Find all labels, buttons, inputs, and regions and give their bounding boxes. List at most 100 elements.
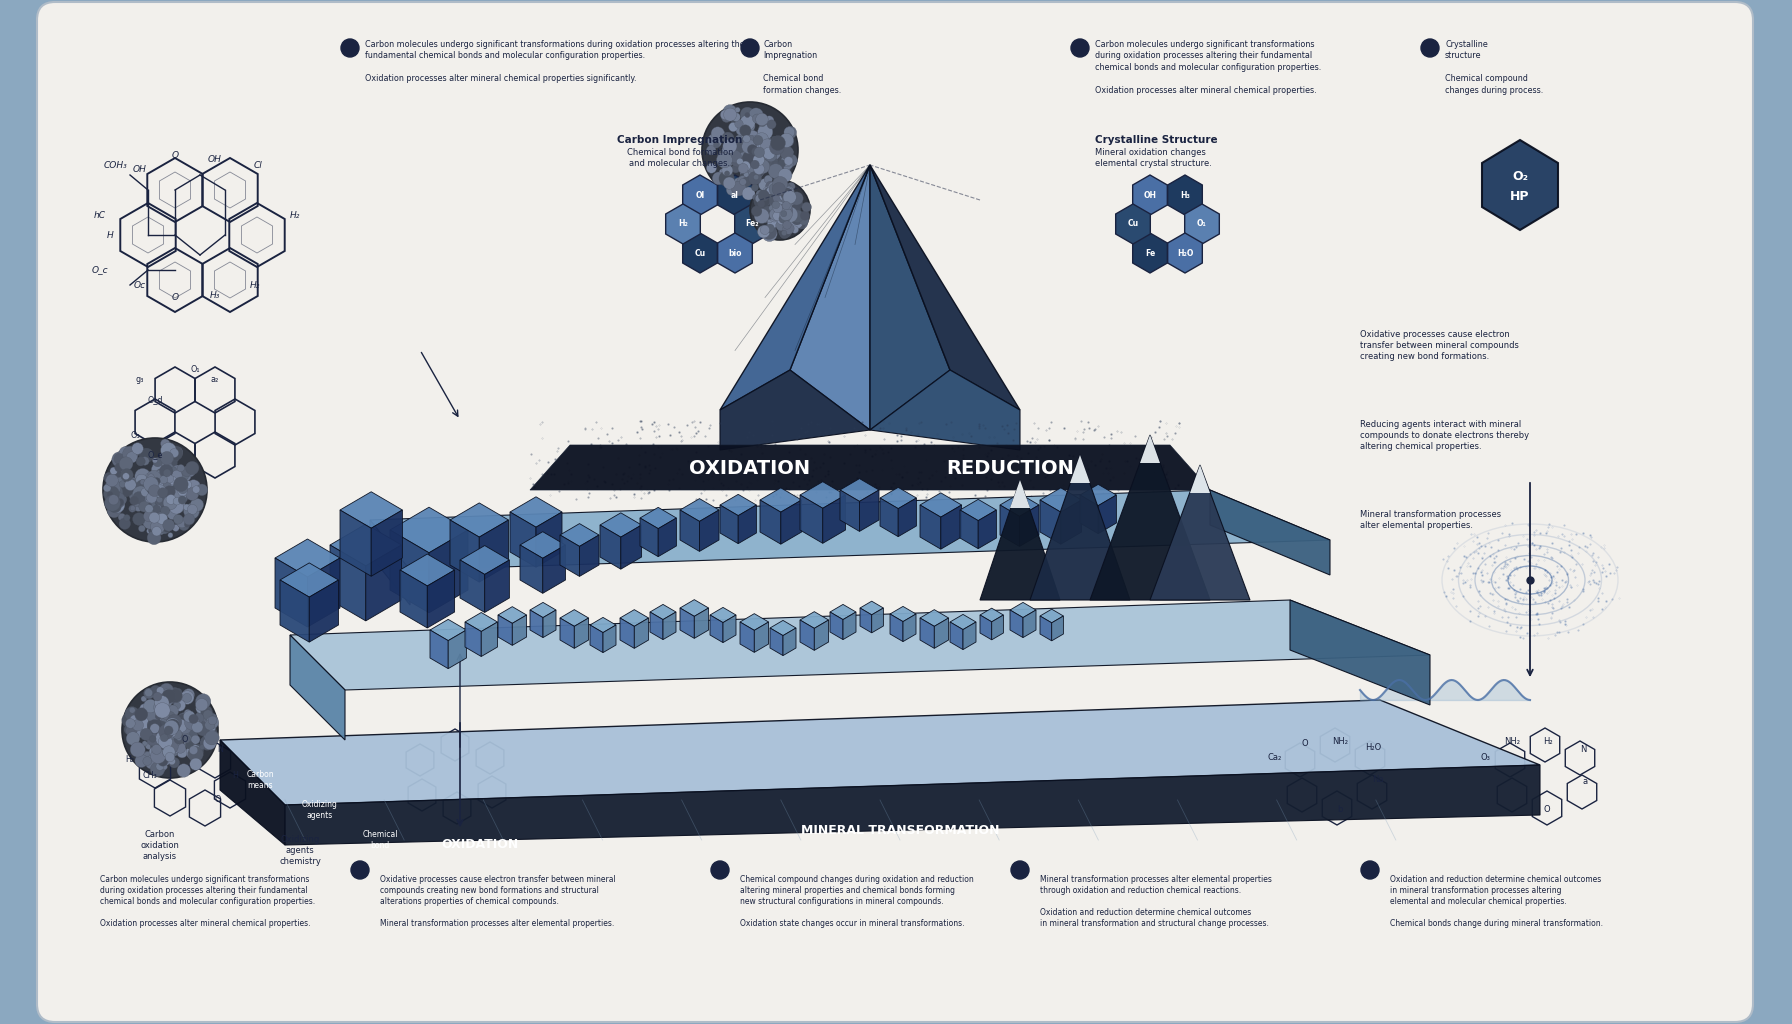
Circle shape [122, 682, 219, 778]
Circle shape [769, 140, 785, 155]
Polygon shape [842, 612, 857, 640]
Polygon shape [941, 505, 962, 549]
Circle shape [158, 725, 172, 739]
Circle shape [195, 722, 210, 736]
Circle shape [152, 728, 161, 736]
Circle shape [738, 152, 749, 163]
Circle shape [147, 530, 161, 545]
Circle shape [778, 224, 792, 238]
Circle shape [745, 145, 753, 153]
Circle shape [702, 102, 797, 198]
Circle shape [163, 722, 172, 729]
Polygon shape [934, 618, 948, 648]
Circle shape [719, 169, 728, 176]
Polygon shape [1190, 465, 1210, 493]
Circle shape [174, 514, 183, 524]
Circle shape [151, 749, 167, 764]
Circle shape [767, 217, 772, 223]
Circle shape [145, 486, 158, 500]
Circle shape [115, 494, 127, 505]
Circle shape [154, 481, 161, 489]
Circle shape [134, 468, 151, 484]
Circle shape [172, 465, 183, 476]
Circle shape [776, 201, 785, 208]
Polygon shape [823, 495, 846, 544]
Circle shape [735, 178, 742, 185]
Circle shape [781, 159, 794, 169]
Circle shape [185, 710, 192, 717]
Circle shape [174, 745, 179, 751]
Circle shape [758, 178, 771, 190]
Circle shape [747, 134, 762, 150]
Circle shape [202, 710, 213, 720]
Polygon shape [484, 560, 509, 612]
Circle shape [136, 474, 147, 485]
Circle shape [167, 476, 176, 486]
Text: Reducing agents interact with mineral
compounds to donate electrons thereby
alte: Reducing agents interact with mineral co… [1360, 420, 1529, 452]
Circle shape [738, 120, 745, 127]
Circle shape [206, 713, 217, 724]
Circle shape [1072, 39, 1090, 57]
Circle shape [186, 744, 202, 760]
Circle shape [149, 481, 163, 497]
Circle shape [190, 499, 204, 512]
Circle shape [172, 524, 179, 531]
Circle shape [726, 138, 740, 155]
Circle shape [780, 228, 790, 239]
Circle shape [172, 460, 177, 466]
Circle shape [747, 147, 756, 157]
Circle shape [760, 225, 769, 234]
Polygon shape [650, 604, 676, 620]
Circle shape [190, 758, 202, 770]
Text: Cu: Cu [695, 249, 706, 257]
Circle shape [756, 159, 771, 174]
Polygon shape [620, 618, 634, 648]
Circle shape [142, 696, 147, 701]
Circle shape [159, 722, 176, 737]
Circle shape [145, 480, 156, 493]
Polygon shape [369, 490, 1330, 570]
Circle shape [147, 482, 156, 489]
Circle shape [147, 482, 161, 497]
Circle shape [778, 208, 783, 214]
Circle shape [717, 153, 733, 168]
Circle shape [167, 725, 177, 735]
Circle shape [733, 142, 745, 156]
Polygon shape [482, 622, 498, 656]
Polygon shape [790, 165, 869, 430]
Polygon shape [1011, 480, 1030, 508]
Circle shape [711, 127, 724, 140]
Circle shape [719, 171, 735, 186]
Circle shape [740, 161, 751, 171]
Circle shape [753, 150, 758, 155]
Circle shape [747, 144, 756, 154]
Circle shape [767, 120, 776, 129]
Text: Mineral oxidation changes
elemental crystal structure.: Mineral oxidation changes elemental crys… [1095, 148, 1211, 168]
Circle shape [142, 741, 147, 746]
Polygon shape [536, 512, 563, 567]
Circle shape [168, 740, 176, 748]
Circle shape [781, 208, 788, 214]
Circle shape [185, 724, 192, 729]
Circle shape [143, 477, 158, 492]
Circle shape [763, 141, 774, 153]
Circle shape [740, 148, 749, 159]
Circle shape [145, 506, 158, 518]
Circle shape [760, 167, 765, 172]
Circle shape [147, 481, 159, 494]
Circle shape [780, 205, 792, 217]
Circle shape [147, 720, 156, 729]
Circle shape [147, 502, 156, 512]
Circle shape [165, 730, 172, 736]
Circle shape [758, 225, 771, 238]
Text: a₂: a₂ [211, 376, 219, 384]
Circle shape [158, 485, 167, 494]
Polygon shape [799, 481, 846, 508]
Circle shape [163, 522, 172, 532]
Circle shape [149, 718, 163, 732]
Polygon shape [799, 611, 828, 629]
Circle shape [735, 139, 745, 150]
Text: hC: hC [93, 211, 106, 219]
Circle shape [131, 715, 140, 724]
Circle shape [767, 187, 774, 194]
